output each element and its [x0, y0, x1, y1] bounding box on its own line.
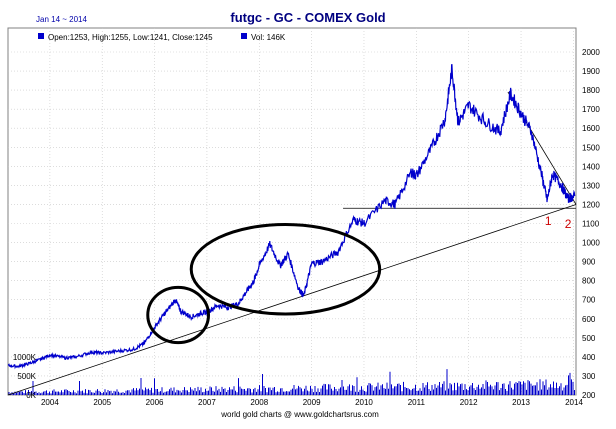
volume-tick-label: 500K	[17, 372, 36, 381]
x-tick-label: 2006	[146, 398, 164, 407]
y-tick-label: 1900	[582, 67, 600, 76]
grid	[8, 28, 576, 396]
volume-bars	[8, 369, 575, 395]
volume-tick-label: 1000K	[13, 353, 37, 362]
y-tick-label: 500	[582, 334, 596, 343]
x-tick-label: 2013	[512, 398, 530, 407]
marker-label: 2	[565, 217, 572, 231]
y-tick-label: 200	[582, 391, 596, 400]
y-tick-label: 1800	[582, 86, 600, 95]
y-tick-label: 1400	[582, 162, 600, 171]
legend-volume-swatch	[241, 33, 247, 39]
axis-ticks: 200 300 400 500 600 700 800 900 1000 1100 1200 1300…	[13, 48, 600, 407]
y-tick-label: 1200	[582, 200, 600, 209]
legend-ohlc: Open:1253, High:1255, Low:1241, Close:12…	[48, 33, 213, 42]
plot-area	[7, 27, 577, 396]
y-tick-label: 400	[582, 353, 596, 362]
y-tick-label: 800	[582, 277, 596, 286]
chart-source: world gold charts @ www.goldchartsrus.co…	[220, 410, 379, 419]
y-tick-label: 1600	[582, 124, 600, 133]
chart-date: Jan 14 ~ 2014	[36, 15, 87, 24]
y-tick-label: 1500	[582, 143, 600, 152]
legend-volume: Vol: 146K	[251, 33, 286, 42]
y-tick-label: 700	[582, 296, 596, 305]
y-tick-label: 1100	[582, 220, 600, 229]
highlight-circle	[189, 222, 382, 316]
y-tick-label: 300	[582, 372, 596, 381]
x-tick-label: 2007	[198, 398, 216, 407]
price-series	[7, 64, 576, 370]
x-tick-label: 2008	[250, 398, 268, 407]
x-tick-label: 2012	[460, 398, 478, 407]
x-tick-label: 2014	[565, 398, 583, 407]
y-tick-label: 2000	[582, 48, 600, 57]
y-tick-label: 900	[582, 258, 596, 267]
trendline	[7, 204, 577, 396]
x-tick-label: 2005	[93, 398, 111, 407]
x-tick-label: 2009	[303, 398, 321, 407]
y-tick-label: 600	[582, 315, 596, 324]
y-tick-label: 1000	[582, 239, 600, 248]
highlight-circle	[146, 285, 211, 345]
price-line	[7, 64, 576, 370]
x-tick-label: 2004	[41, 398, 59, 407]
marker-label: 1	[545, 214, 552, 228]
y-tick-label: 1700	[582, 105, 600, 114]
legend-price-swatch	[38, 33, 44, 39]
y-tick-label: 1300	[582, 181, 600, 190]
x-tick-label: 2011	[408, 398, 426, 407]
x-tick-label: 2010	[355, 398, 373, 407]
chart-title: futgc - GC - COMEX Gold	[230, 10, 385, 25]
volume-tick-label: 0K	[26, 391, 36, 400]
